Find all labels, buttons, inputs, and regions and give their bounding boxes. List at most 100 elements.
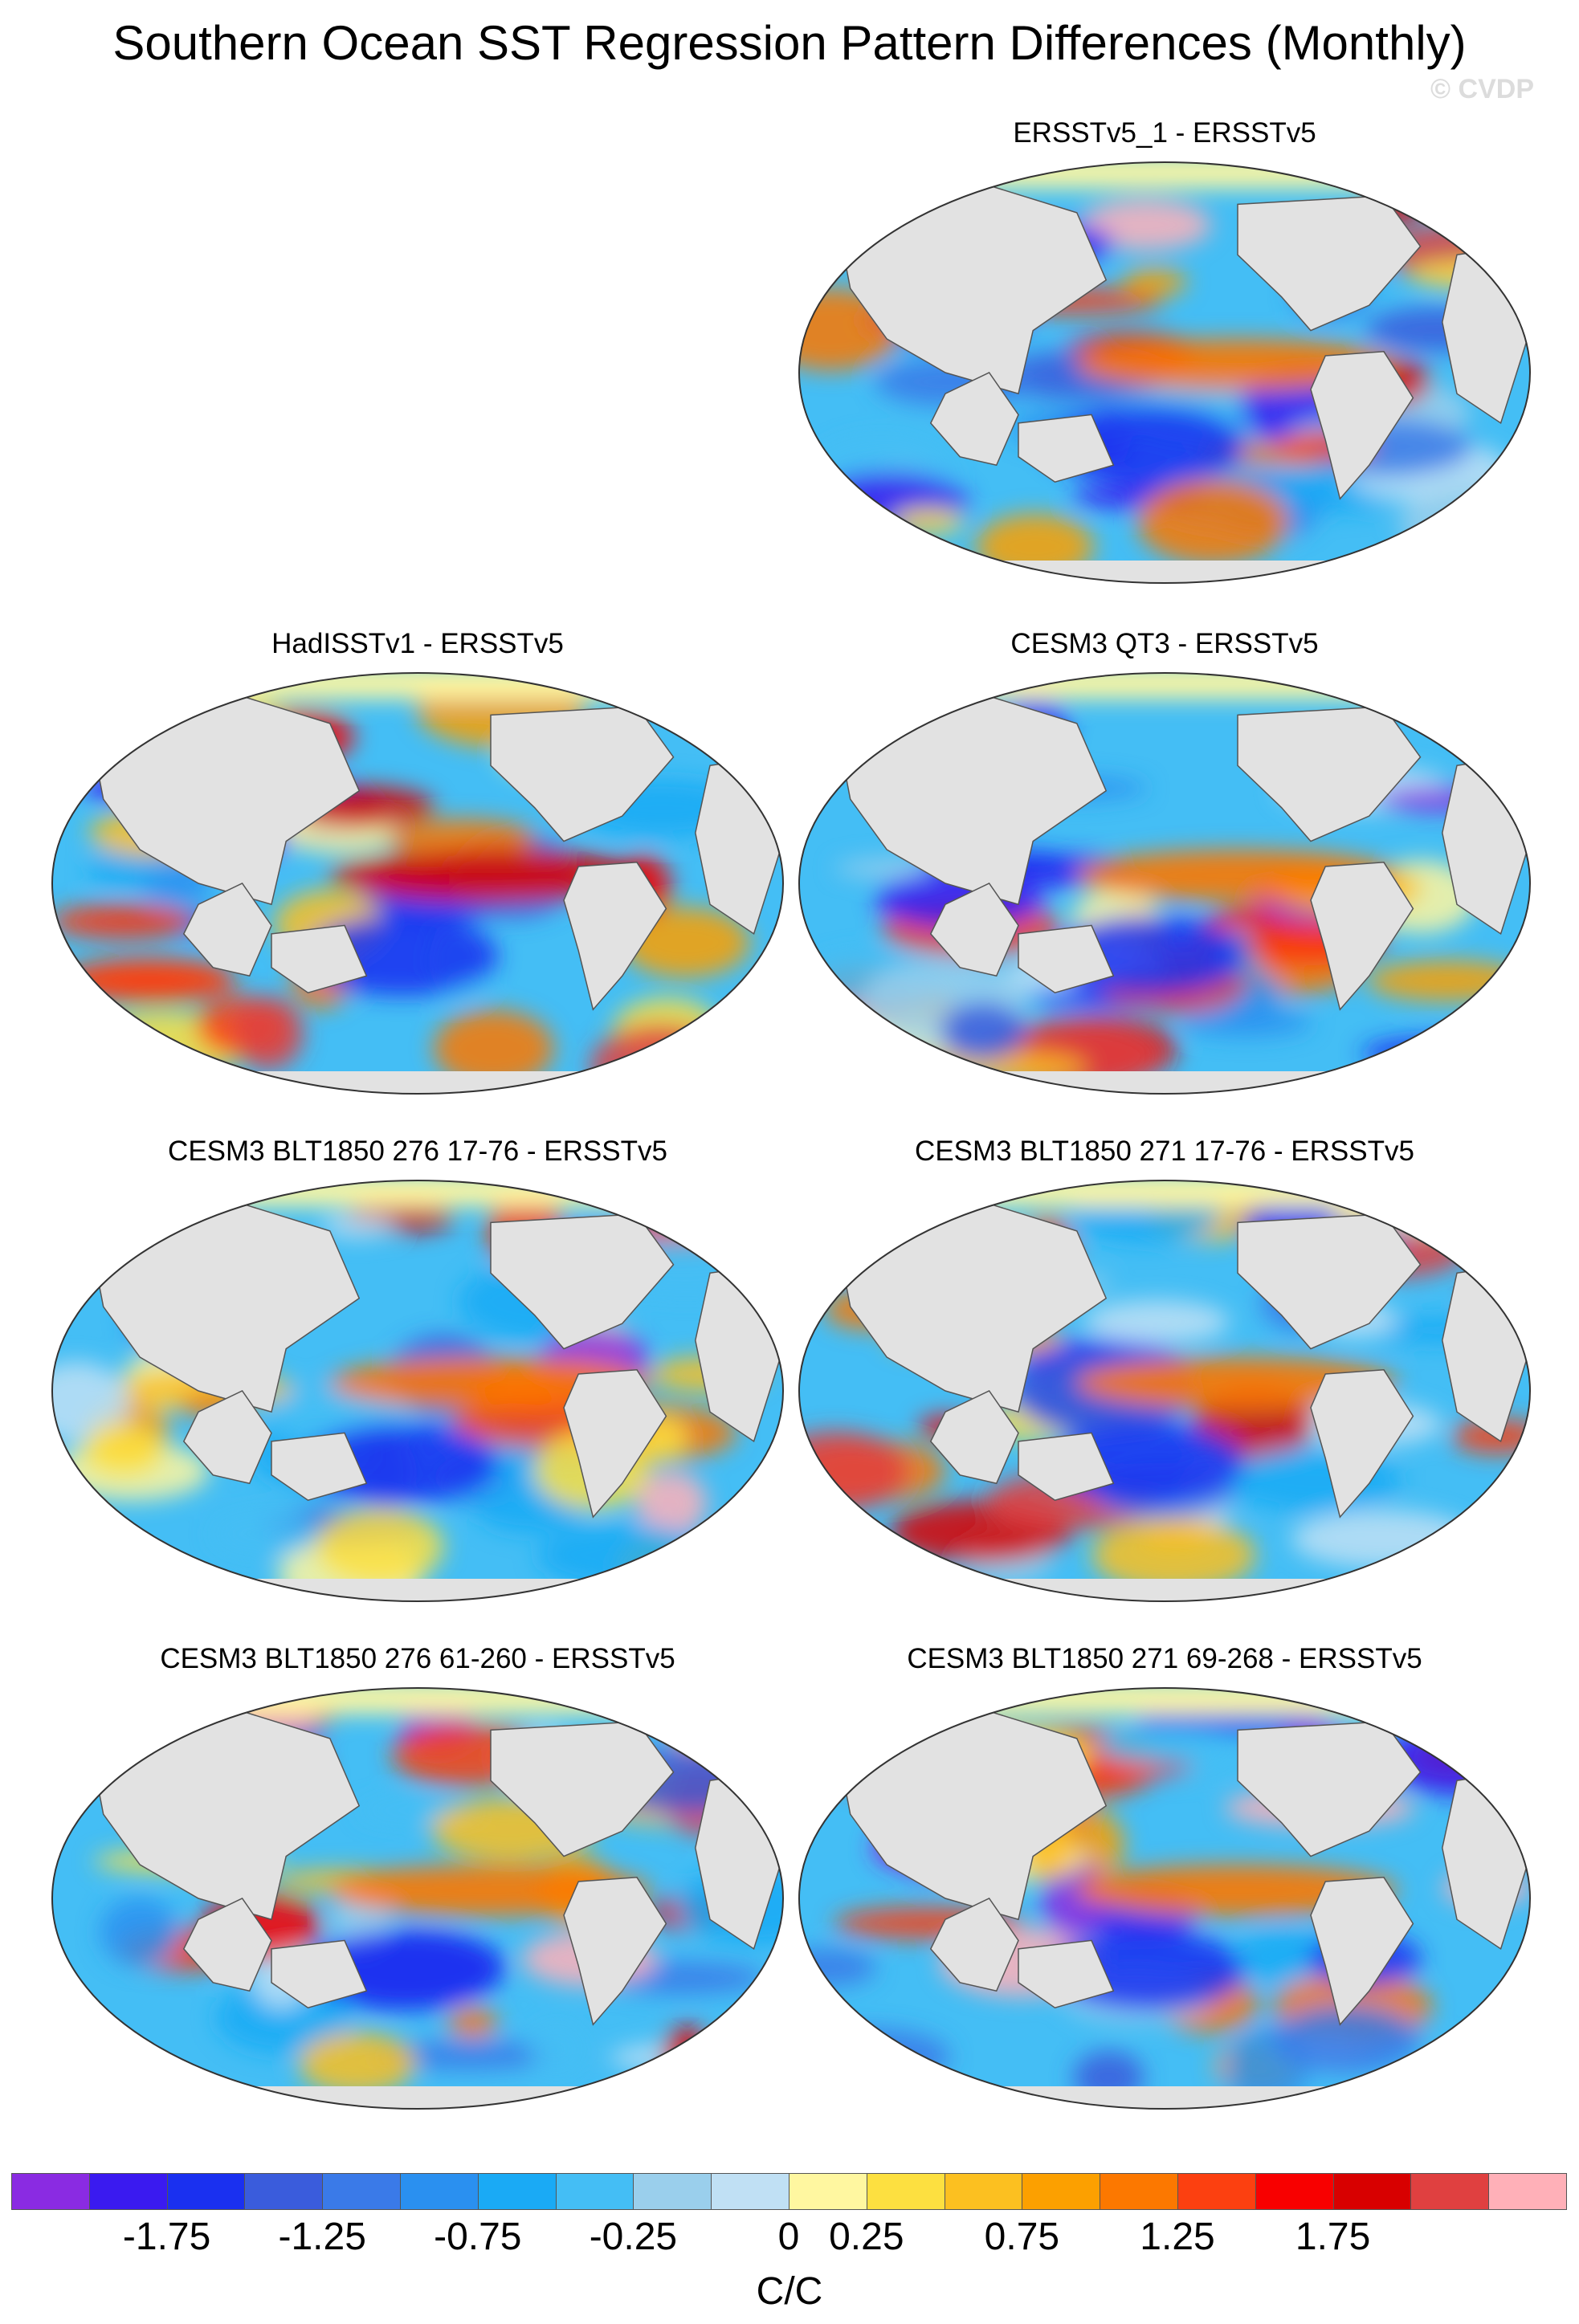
colorbar-swatch bbox=[944, 2173, 1023, 2210]
anomaly-region bbox=[100, 1898, 179, 1967]
colorbar-swatch bbox=[477, 2173, 557, 2210]
colorbar-swatch bbox=[166, 2173, 246, 2210]
colorbar-swatch bbox=[88, 2173, 168, 2210]
land-mass bbox=[1018, 414, 1115, 483]
land-mass bbox=[929, 883, 1019, 977]
land-mass bbox=[88, 1708, 361, 1921]
anomaly-region bbox=[1042, 1859, 1108, 1939]
colorbar-tick-label: 0.25 bbox=[829, 2216, 904, 2258]
anomaly-region bbox=[1122, 268, 1188, 296]
antarctica bbox=[52, 1579, 783, 1601]
arctic-band bbox=[799, 1688, 1530, 1714]
arctic-band bbox=[52, 1688, 783, 1714]
anomaly-region bbox=[670, 1706, 754, 1756]
colorbar-tick-label: 1.25 bbox=[1140, 2216, 1215, 2258]
anomaly-region bbox=[1366, 960, 1528, 1001]
anomaly-region bbox=[52, 713, 127, 740]
colorbar-tick-label: 1.75 bbox=[1295, 2216, 1371, 2258]
map-outline bbox=[798, 161, 1531, 584]
antarctica bbox=[52, 1071, 783, 1094]
colorbar-units: C/C bbox=[756, 2270, 823, 2313]
anomaly-region bbox=[663, 2024, 713, 2084]
panel-title: CESM3 BLT1850 271 69-268 - ERSSTv5 bbox=[907, 1643, 1422, 1674]
colorbar-swatch bbox=[711, 2173, 790, 2210]
world-map bbox=[51, 1687, 784, 2110]
colorbar-swatch bbox=[866, 2173, 945, 2210]
arctic-band bbox=[799, 1180, 1530, 1206]
antarctica bbox=[799, 2086, 1530, 2109]
land-mass bbox=[563, 1369, 667, 1519]
anomaly-region bbox=[315, 1508, 444, 1586]
anomaly-region bbox=[670, 1034, 768, 1081]
map-panel-blt1850-271-69-268: CESM3 BLT1850 271 69-268 - ERSSTv5 bbox=[791, 1643, 1538, 2117]
land-mass bbox=[1018, 924, 1115, 994]
land-mass bbox=[1018, 1432, 1115, 1502]
anomaly-region bbox=[68, 1698, 190, 1738]
land-mass bbox=[271, 1432, 368, 1502]
anomaly-region bbox=[892, 508, 965, 535]
anomaly-region bbox=[52, 1361, 129, 1443]
map-outline bbox=[51, 672, 784, 1095]
anomaly-region bbox=[799, 1430, 908, 1511]
colorbar-swatch bbox=[400, 2173, 479, 2210]
anomaly-region bbox=[1136, 479, 1288, 565]
anomaly-region bbox=[433, 1009, 554, 1087]
colorbar-tick-label: -0.75 bbox=[434, 2216, 522, 2258]
figure-title: Southern Ocean SST Regression Pattern Di… bbox=[112, 16, 1467, 70]
map-outline bbox=[798, 1687, 1531, 2110]
map-panel-blt1850-276-61-260: CESM3 BLT1850 276 61-260 - ERSSTv5 bbox=[44, 1643, 791, 2117]
map-outline bbox=[798, 672, 1531, 1095]
anomaly-region bbox=[102, 1720, 164, 1755]
land-mass bbox=[1310, 351, 1414, 500]
land-mass bbox=[1018, 1939, 1115, 2009]
panel-title: HadISSTv1 - ERSSTv5 bbox=[271, 628, 564, 659]
world-map bbox=[51, 672, 784, 1095]
map-outline bbox=[798, 1180, 1531, 1602]
land-mass bbox=[88, 1201, 361, 1413]
land-mass bbox=[834, 1708, 1108, 1921]
arctic-band bbox=[799, 673, 1530, 699]
anomaly-region bbox=[82, 1424, 165, 1477]
antarctica bbox=[799, 561, 1530, 583]
land-mass bbox=[563, 1877, 667, 2026]
colorbar-swatch bbox=[1022, 2173, 1101, 2210]
land-mass bbox=[1310, 862, 1414, 1011]
map-panel-blt1850-271-17-76: CESM3 BLT1850 271 17-76 - ERSSTv5 bbox=[791, 1135, 1538, 1609]
anomaly-region bbox=[374, 2041, 558, 2070]
world-map bbox=[798, 1687, 1531, 2110]
anomaly-region bbox=[233, 997, 304, 1070]
map-panel-cesm3-qt3: CESM3 QT3 - ERSSTv5 bbox=[791, 628, 1538, 1102]
world-map bbox=[798, 1180, 1531, 1602]
colorbar-swatch bbox=[1332, 2173, 1412, 2210]
map-panel-blt1850-276-17-76: CESM3 BLT1850 276 17-76 - ERSSTv5 bbox=[44, 1135, 791, 1609]
colorbar-swatch bbox=[789, 2173, 867, 2210]
arctic-band bbox=[52, 673, 783, 699]
anomaly-region bbox=[447, 2007, 498, 2038]
anomaly-region bbox=[386, 818, 537, 858]
anomaly-region bbox=[1091, 1518, 1256, 1592]
anomaly-region bbox=[940, 1002, 1026, 1060]
land-mass bbox=[182, 1898, 272, 1992]
colorbar-swatch bbox=[555, 2173, 634, 2210]
arctic-band bbox=[52, 1180, 783, 1206]
colorbar-tick-label: -1.25 bbox=[278, 2216, 366, 2258]
anomaly-region bbox=[635, 1470, 708, 1535]
map-outline bbox=[51, 1180, 784, 1602]
map-panel-hadisst: HadISSTv1 - ERSSTv5 bbox=[44, 628, 791, 1102]
colorbar bbox=[11, 2173, 1567, 2210]
anomaly-region bbox=[1236, 1928, 1331, 1984]
world-map bbox=[798, 672, 1531, 1095]
anomaly-region bbox=[298, 2032, 416, 2095]
colorbar-swatch bbox=[633, 2173, 712, 2210]
anomaly-region bbox=[1361, 1037, 1530, 1070]
anomaly-region bbox=[1096, 1725, 1244, 1766]
anomaly-region bbox=[52, 696, 120, 777]
colorbar-tick-label: 0.75 bbox=[984, 2216, 1060, 2258]
land-mass bbox=[834, 693, 1108, 906]
anomaly-region bbox=[52, 903, 194, 940]
colorbar-swatch bbox=[244, 2173, 324, 2210]
colorbar-swatch bbox=[1255, 2173, 1334, 2210]
anomaly-region bbox=[1179, 1008, 1312, 1037]
panel-title: CESM3 BLT1850 276 61-260 - ERSSTv5 bbox=[160, 1643, 675, 1674]
anomaly-region bbox=[1434, 2041, 1516, 2107]
